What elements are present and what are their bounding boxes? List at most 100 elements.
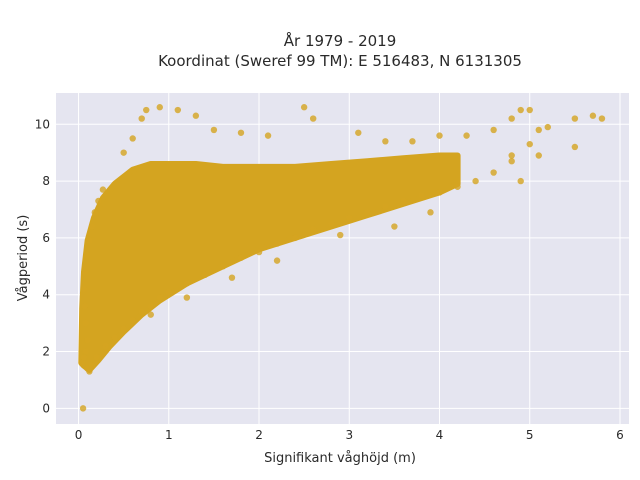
x-tick-label: 3 (345, 428, 353, 442)
data-point (589, 112, 597, 119)
data-point (535, 126, 542, 134)
data-point (526, 140, 533, 148)
data-point (291, 234, 299, 242)
x-tick-label: 4 (436, 428, 444, 442)
data-point (454, 183, 461, 190)
data-point (328, 220, 335, 227)
x-axis-label: Signifikant våghöjd (m) (264, 451, 416, 466)
data-point (80, 354, 88, 361)
chart-title-line1: År 1979 - 2019 (284, 31, 397, 50)
data-point (192, 112, 200, 119)
data-point (273, 240, 281, 247)
x-tick-label: 1 (165, 428, 173, 442)
data-point (508, 115, 515, 122)
data-point (93, 354, 100, 361)
data-point (88, 362, 96, 369)
x-tick-label: 0 (75, 428, 83, 442)
data-point (183, 294, 191, 301)
data-point (472, 177, 479, 185)
data-point (111, 334, 118, 341)
data-point (80, 285, 88, 293)
x-axis-ticks: 0 1 2 3 4 5 6 (75, 428, 624, 442)
y-tick-label: 10 (35, 117, 50, 131)
y-tick-label: 6 (42, 231, 50, 245)
data-point (409, 138, 416, 145)
data-point (88, 223, 96, 230)
data-points (78, 104, 606, 412)
data-point (364, 209, 371, 216)
data-point (436, 189, 443, 196)
data-point (418, 192, 425, 199)
data-point (355, 129, 362, 136)
data-point (463, 132, 470, 139)
data-point (120, 149, 127, 156)
y-axis-label: Vågperiod (s) (16, 215, 31, 302)
data-point (526, 106, 533, 114)
data-point (391, 223, 398, 230)
y-tick-label: 4 (42, 288, 50, 302)
data-point (156, 294, 163, 301)
data-point (598, 115, 606, 122)
data-point (273, 257, 281, 264)
data-point (91, 209, 99, 216)
data-point (129, 317, 136, 324)
data-point (544, 123, 551, 131)
data-point (165, 288, 172, 296)
data-point (102, 342, 109, 350)
data-point (309, 226, 317, 233)
data-point (183, 280, 191, 287)
data-point (95, 197, 102, 205)
data-point (535, 152, 542, 159)
data-point (237, 129, 245, 136)
data-point (147, 311, 154, 318)
y-tick-label: 0 (42, 401, 50, 415)
data-point (508, 157, 515, 165)
data-point (309, 115, 317, 122)
data-point (81, 302, 89, 310)
data-point (508, 152, 515, 159)
chart-title-line2: Koordinat (Sweref 99 TM): E 516483, N 61… (158, 52, 522, 70)
y-tick-label: 2 (42, 345, 50, 359)
data-point (83, 251, 90, 259)
data-point (120, 325, 127, 333)
data-point (228, 274, 236, 281)
data-point (337, 231, 344, 239)
data-point (571, 115, 579, 122)
data-point (346, 214, 353, 222)
x-tick-label: 2 (255, 428, 263, 442)
data-point (264, 132, 272, 139)
data-point (138, 115, 145, 122)
data-point (174, 106, 182, 114)
data-point (517, 106, 524, 114)
dense-point-cloud (78, 152, 461, 373)
data-point (237, 254, 245, 261)
data-point (201, 271, 209, 279)
data-point (436, 132, 443, 139)
x-tick-label: 6 (616, 428, 624, 442)
data-point (86, 237, 93, 244)
data-point (382, 138, 389, 145)
data-point (99, 186, 107, 193)
data-point (79, 405, 87, 412)
data-point (84, 336, 91, 344)
data-point (86, 368, 93, 375)
y-axis-ticks: 0 2 4 6 8 10 (35, 117, 50, 415)
data-point (156, 104, 163, 111)
data-point (147, 302, 154, 310)
data-point (255, 248, 263, 256)
y-tick-label: 8 (42, 174, 50, 188)
data-point (517, 177, 524, 185)
data-point (129, 135, 136, 142)
data-point (82, 319, 89, 327)
data-point (143, 106, 150, 114)
data-point (78, 359, 86, 367)
data-point (210, 126, 218, 134)
data-point (81, 268, 89, 276)
data-point (571, 143, 579, 151)
data-point (138, 308, 145, 315)
data-point (219, 263, 227, 270)
x-tick-label: 5 (526, 428, 534, 442)
data-point (300, 104, 308, 111)
